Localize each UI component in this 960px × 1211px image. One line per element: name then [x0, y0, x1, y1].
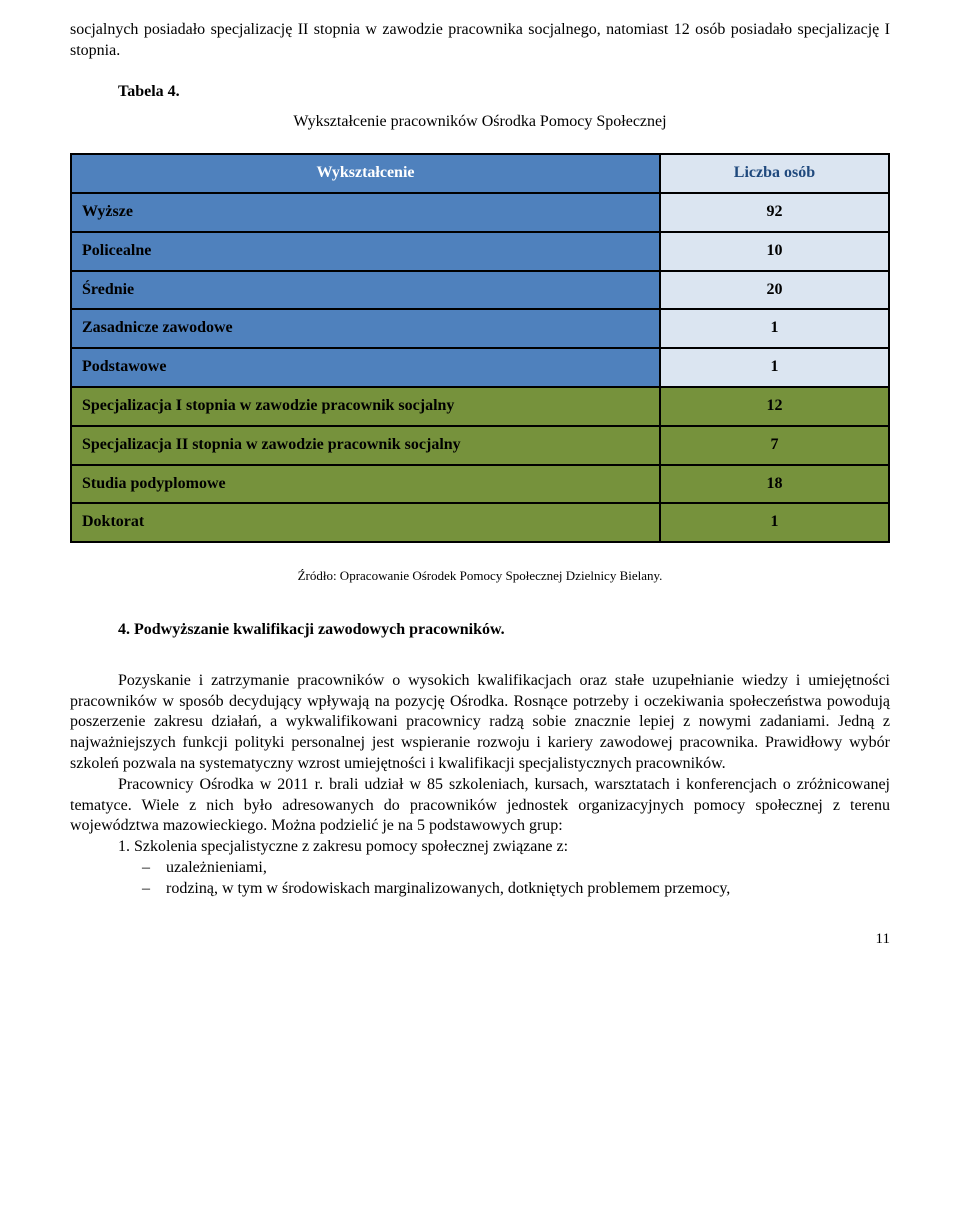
table-row: Doktorat1 [71, 503, 889, 542]
table-cell-value: 92 [660, 193, 889, 232]
table-row: Zasadnicze zawodowe1 [71, 309, 889, 348]
page-number: 11 [70, 930, 890, 950]
table-title: Wykształcenie pracowników Ośrodka Pomocy… [70, 112, 890, 133]
table-cell-value: 10 [660, 232, 889, 271]
section-heading: 4. Podwyższanie kwalifikacji zawodowych … [118, 620, 890, 641]
table-cell-value: 1 [660, 309, 889, 348]
table-cell-value: 1 [660, 348, 889, 387]
table-row: Policealne10 [71, 232, 889, 271]
table-cell-value: 1 [660, 503, 889, 542]
table-cell-label: Specjalizacja I stopnia w zawodzie praco… [71, 387, 660, 426]
table-cell-value: 18 [660, 465, 889, 504]
table-row: Specjalizacja I stopnia w zawodzie praco… [71, 387, 889, 426]
table-row: Wyższe92 [71, 193, 889, 232]
bullet-text-1: uzależnieniami, [166, 858, 890, 879]
bullet-item-2: – rodziną, w tym w środowiskach marginal… [142, 879, 890, 900]
table-cell-label: Doktorat [71, 503, 660, 542]
table-cell-label: Wyższe [71, 193, 660, 232]
table-cell-label: Policealne [71, 232, 660, 271]
intro-paragraph: socjalnych posiadało specjalizację II st… [70, 20, 890, 62]
table-row: Studia podyplomowe18 [71, 465, 889, 504]
table-source: Źródło: Opracowanie Ośrodek Pomocy Społe… [70, 568, 890, 585]
dash-icon: – [142, 858, 166, 879]
education-table: Wykształcenie Liczba osób Wyższe92Police… [70, 153, 890, 543]
table-header-right: Liczba osób [660, 154, 889, 193]
table-cell-label: Studia podyplomowe [71, 465, 660, 504]
table-row: Specjalizacja II stopnia w zawodzie prac… [71, 426, 889, 465]
body-paragraph-2: Pracownicy Ośrodka w 2011 r. brali udzia… [70, 775, 890, 837]
bullet-item-1: – uzależnieniami, [142, 858, 890, 879]
table-cell-value: 7 [660, 426, 889, 465]
table-cell-value: 12 [660, 387, 889, 426]
bullet-text-2: rodziną, w tym w środowiskach marginaliz… [166, 879, 890, 900]
table-row: Średnie20 [71, 271, 889, 310]
table-header-left: Wykształcenie [71, 154, 660, 193]
table-cell-label: Średnie [71, 271, 660, 310]
table-row: Podstawowe1 [71, 348, 889, 387]
dash-icon: – [142, 879, 166, 900]
table-cell-label: Podstawowe [71, 348, 660, 387]
table-cell-value: 20 [660, 271, 889, 310]
table-cell-label: Zasadnicze zawodowe [71, 309, 660, 348]
numbered-list-item-1: 1. Szkolenia specjalistyczne z zakresu p… [118, 837, 890, 858]
body-paragraph-1: Pozyskanie i zatrzymanie pracowników o w… [70, 671, 890, 775]
table-cell-label: Specjalizacja II stopnia w zawodzie prac… [71, 426, 660, 465]
table-label: Tabela 4. [118, 82, 890, 103]
